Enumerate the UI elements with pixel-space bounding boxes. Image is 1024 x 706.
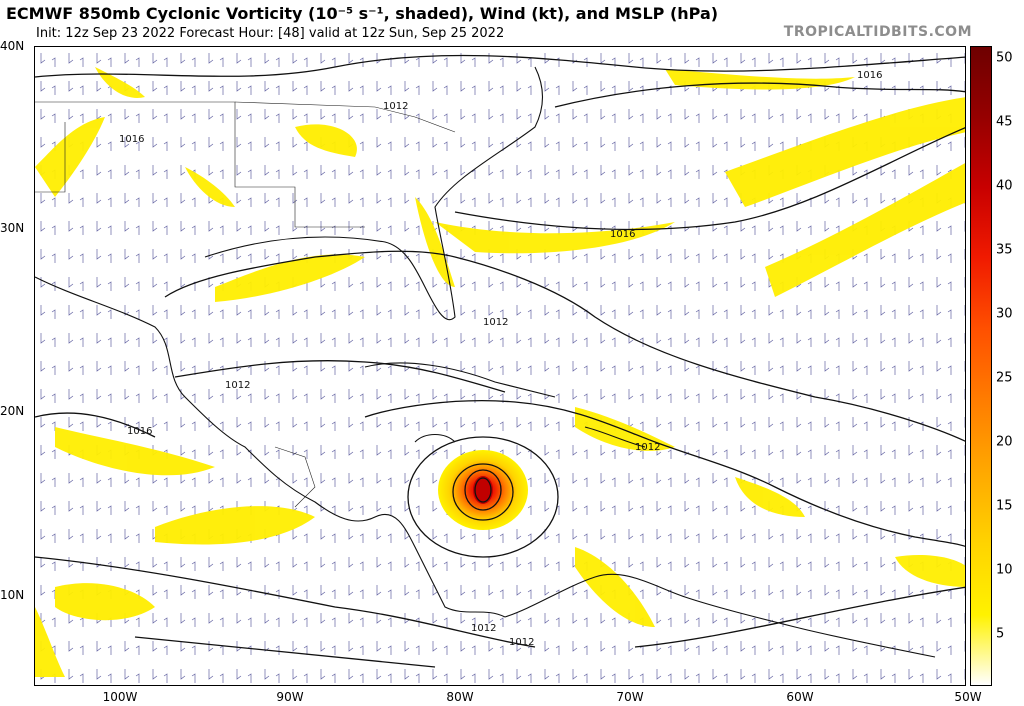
lon-label-60w: 60W — [786, 690, 814, 704]
isobar-label: 1012 — [509, 637, 534, 648]
isobar-label: 1016 — [119, 134, 144, 145]
colorbar-tick: 10 — [996, 562, 1013, 578]
map-subtitle: Init: 12z Sep 23 2022 Forecast Hour: [48… — [36, 26, 505, 41]
isobar-label: 1016 — [127, 426, 152, 437]
lon-label-90w: 90W — [276, 690, 304, 704]
colorbar — [970, 46, 992, 686]
colorbar-tick: 35 — [996, 242, 1013, 258]
isobar-label: 1012 — [483, 317, 508, 328]
map-title: ECMWF 850mb Cyclonic Vorticity (10⁻⁵ s⁻¹… — [6, 4, 719, 23]
isobar-label: 1016 — [857, 70, 882, 81]
colorbar-tick: 15 — [996, 498, 1013, 514]
lon-label-80w: 80W — [446, 690, 474, 704]
lat-label-40n: 40N — [0, 39, 25, 53]
lat-label-10n: 10N — [0, 588, 25, 602]
vorticity-shading — [35, 67, 965, 677]
political-borders — [35, 101, 456, 508]
isobars — [35, 54, 965, 668]
colorbar-tick: 25 — [996, 370, 1013, 386]
colorbar-tick: 20 — [996, 434, 1013, 450]
colorbar-tick: 30 — [996, 306, 1013, 322]
coastlines — [35, 66, 936, 658]
colorbar-tick: 50 — [996, 50, 1013, 66]
map-svg: 1016 1016 1016 1012 1012 1016 1012 1012 … — [35, 47, 965, 685]
colorbar-tick: 5 — [996, 626, 1005, 642]
colorbar-tick: 40 — [996, 178, 1013, 194]
lat-label-30n: 30N — [0, 221, 25, 235]
isobar-label: 1012 — [471, 623, 496, 634]
isobar-labels: 1016 1016 1016 1012 1012 1016 1012 1012 … — [119, 70, 882, 648]
lon-label-70w: 70W — [616, 690, 644, 704]
colorbar-tick: 45 — [996, 114, 1013, 130]
isobar-label: 1012 — [383, 101, 408, 112]
lat-label-20n: 20N — [0, 404, 25, 418]
lon-label-100w: 100W — [102, 690, 138, 704]
lon-label-50w: 50W — [954, 690, 982, 704]
storm-core — [473, 476, 493, 504]
map-panel: 1016 1016 1016 1012 1012 1016 1012 1012 … — [34, 46, 966, 686]
isobar-label: 1012 — [225, 380, 250, 391]
isobar-label: 1012 — [635, 442, 660, 453]
isobar-label: 1016 — [610, 229, 635, 240]
brand-watermark: TROPICALTIDBITS.COM — [783, 24, 972, 40]
